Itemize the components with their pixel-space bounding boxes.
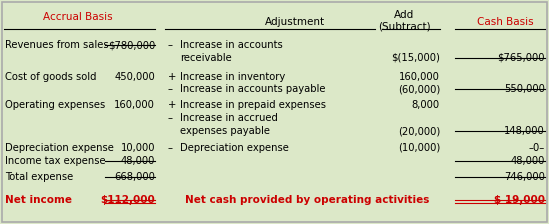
Text: 550,000: 550,000 [504,84,545,94]
Text: Accrual Basis: Accrual Basis [43,12,113,22]
Text: Cash Basis: Cash Basis [477,17,533,27]
Text: Depreciation expense: Depreciation expense [180,143,289,153]
Text: –0–: –0– [529,143,545,153]
Text: Increase in accounts payable: Increase in accounts payable [180,84,326,94]
Text: 668,000: 668,000 [114,172,155,182]
Text: expenses payable: expenses payable [180,126,270,136]
Text: $765,000: $765,000 [497,53,545,63]
Text: Increase in inventory: Increase in inventory [180,72,285,82]
Text: 10,000: 10,000 [120,143,155,153]
Text: Total expense: Total expense [5,172,73,182]
Text: Add
(Subtract): Add (Subtract) [378,10,430,32]
Text: 8,000: 8,000 [412,100,440,110]
Text: +: + [168,72,176,82]
Text: Increase in accrued: Increase in accrued [180,113,278,123]
Text: Income tax expense: Income tax expense [5,156,105,166]
Text: receivable: receivable [180,53,232,63]
Text: 48,000: 48,000 [121,156,155,166]
Text: –: – [168,84,173,94]
Text: $780,000: $780,000 [108,40,155,50]
Text: (20,000): (20,000) [397,126,440,136]
Text: –: – [168,40,173,50]
Text: 450,000: 450,000 [114,72,155,82]
Text: Increase in accounts: Increase in accounts [180,40,283,50]
Text: Adjustment: Adjustment [265,17,325,27]
Text: –: – [168,113,173,123]
Text: (10,000): (10,000) [397,143,440,153]
Text: Operating expenses: Operating expenses [5,100,105,110]
Text: $(15,000): $(15,000) [391,53,440,63]
Text: 160,000: 160,000 [114,100,155,110]
Text: Depreciation expense: Depreciation expense [5,143,114,153]
Text: $ 19,000: $ 19,000 [494,195,545,205]
Text: Net cash provided by operating activities: Net cash provided by operating activitie… [185,195,429,205]
Text: +: + [168,100,176,110]
Text: Increase in prepaid expenses: Increase in prepaid expenses [180,100,326,110]
Text: 148,000: 148,000 [504,126,545,136]
Text: –: – [168,143,173,153]
Text: Net income: Net income [5,195,72,205]
Text: 746,000: 746,000 [504,172,545,182]
Text: 48,000: 48,000 [511,156,545,166]
Text: Revenues from sales: Revenues from sales [5,40,109,50]
Text: (60,000): (60,000) [397,84,440,94]
Text: Cost of goods sold: Cost of goods sold [5,72,97,82]
Text: 160,000: 160,000 [399,72,440,82]
Text: $112,000: $112,000 [100,195,155,205]
